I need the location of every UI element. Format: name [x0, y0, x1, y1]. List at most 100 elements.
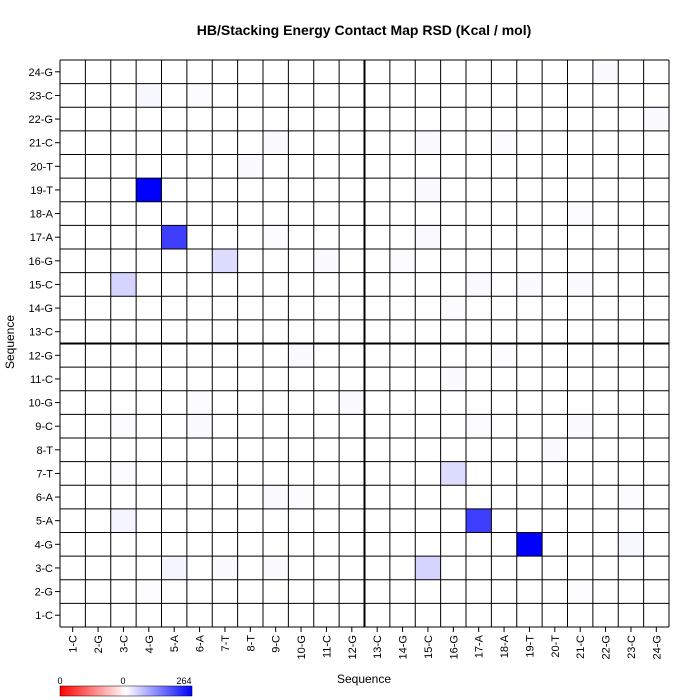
heatmap-cell	[339, 390, 365, 415]
heatmap-cell	[491, 343, 517, 368]
y-tick-label: 13-C	[29, 327, 53, 339]
y-tick-label: 2-G	[35, 587, 53, 599]
heatmap-cell	[643, 107, 669, 131]
heatmap-cell	[415, 556, 441, 580]
colorbar-max-label: 264	[176, 676, 191, 686]
heatmap-cell	[110, 461, 137, 486]
heatmap-cell	[263, 225, 289, 249]
heatmap-cell	[618, 485, 644, 509]
heatmap-cell	[415, 225, 441, 249]
heatmap-cell	[491, 130, 517, 155]
heatmap-cell	[186, 390, 213, 415]
grid-lines	[59, 59, 670, 628]
heatmap-cell	[415, 178, 441, 202]
y-tick-label: 18-A	[30, 209, 54, 221]
heatmap-cell	[618, 532, 644, 557]
x-tick-label: 24-G	[651, 635, 663, 659]
heatmap-cell	[110, 508, 137, 533]
y-tick-labels: 1-C 2-G 3-C 4-G 5-A 6-A 7-T 8-T 9-C 10-G 11-C 12-G 1…	[29, 67, 60, 622]
y-tick-label: 1-C	[35, 610, 53, 622]
x-tick-label: 20-T	[550, 635, 562, 658]
heatmap-cell	[466, 272, 492, 297]
heatmap-cell	[161, 556, 187, 580]
heatmap-cell	[567, 201, 593, 226]
x-tick-label: 23-C	[626, 635, 638, 659]
heatmap-cell	[263, 485, 289, 509]
x-tick-label: 14-G	[398, 635, 410, 659]
x-tick-label: 8-T	[245, 635, 257, 652]
heatmap-cell	[466, 414, 492, 438]
x-tick-label: 16-G	[448, 635, 460, 659]
heatmap-cell	[440, 461, 466, 486]
x-tick-label: 4-G	[144, 635, 156, 653]
y-tick-label: 17-A	[30, 232, 54, 244]
x-tick-labels: 1-C 2-G 3-C 4-G 5-A 6-A 7-T 8-T 9-C 10-G 11-C 12-G 1…	[68, 627, 663, 659]
heatmap-cell	[415, 130, 441, 155]
heatmap-cell	[110, 272, 137, 297]
chart-title: HB/Stacking Energy Contact Map RSD (Kcal…	[197, 22, 532, 38]
heatmap-cell	[567, 414, 593, 438]
y-tick-label: 19-T	[30, 185, 53, 197]
y-tick-label: 14-G	[29, 303, 53, 315]
heatmap-cell	[389, 249, 416, 273]
x-axis-title: Sequence	[337, 672, 391, 686]
y-tick-label: 6-A	[36, 492, 54, 504]
heatmap-cell	[592, 60, 619, 84]
y-tick-label: 15-C	[29, 279, 53, 291]
heatmap-cell	[440, 367, 466, 391]
heatmap-cell	[567, 272, 593, 297]
x-tick-label: 12-G	[347, 635, 359, 659]
x-tick-label: 1-C	[68, 635, 80, 653]
x-tick-label: 9-C	[271, 635, 283, 653]
heatmap-cell	[440, 296, 466, 320]
heatmap-cell	[263, 130, 289, 155]
x-tick-label: 15-C	[423, 635, 435, 659]
colorbar-gradient	[59, 685, 193, 697]
x-tick-label: 7-T	[220, 635, 232, 652]
colorbar-mid-label: 0	[120, 676, 125, 686]
x-tick-label: 13-C	[372, 635, 384, 659]
heatmap-cell	[136, 83, 162, 108]
y-tick-label: 11-C	[30, 374, 53, 386]
y-tick-label: 24-G	[29, 67, 53, 79]
x-tick-label: 11-C	[321, 635, 333, 658]
x-tick-label: 6-A	[195, 634, 207, 652]
heatmap-cell	[186, 83, 213, 108]
x-tick-label: 5-A	[169, 634, 181, 652]
heatmap-cell	[136, 579, 162, 604]
heatmap-cell	[567, 579, 593, 604]
y-tick-label: 8-T	[37, 445, 54, 457]
heatmap-cell	[136, 178, 162, 202]
x-tick-label: 18-A	[499, 634, 511, 658]
y-tick-label: 22-G	[29, 114, 53, 126]
x-tick-label: 2-G	[93, 635, 105, 653]
heatmap-cell	[237, 154, 263, 179]
heatmap-cell	[288, 343, 314, 368]
y-tick-label: 7-T	[37, 468, 54, 480]
x-tick-label: 17-A	[474, 634, 486, 658]
x-tick-label: 21-C	[575, 635, 587, 659]
y-tick-label: 4-G	[35, 539, 53, 551]
colorbar-min-label: 0	[57, 676, 62, 686]
heatmap-cell	[186, 414, 213, 438]
heatmap-cell	[212, 249, 238, 273]
heatmap-cell	[516, 272, 543, 297]
x-tick-label: 3-C	[118, 635, 130, 653]
heatmap-cell	[466, 508, 492, 533]
y-tick-label: 9-C	[35, 421, 53, 433]
y-tick-label: 20-T	[30, 161, 53, 173]
x-tick-label: 19-T	[524, 635, 536, 658]
x-tick-label: 22-G	[601, 635, 613, 659]
y-tick-label: 10-G	[29, 398, 53, 410]
y-tick-label: 16-G	[29, 256, 53, 268]
heatmap-cell	[110, 414, 137, 438]
heatmap-cell	[288, 485, 314, 509]
y-tick-label: 12-G	[29, 350, 53, 362]
y-tick-label: 21-C	[29, 138, 53, 150]
y-tick-label: 23-C	[29, 90, 53, 102]
heatmap-cell	[542, 438, 568, 462]
y-tick-label: 5-A	[36, 516, 54, 528]
y-axis-title: Sequence	[3, 315, 17, 369]
heatmap-cell	[263, 556, 289, 580]
